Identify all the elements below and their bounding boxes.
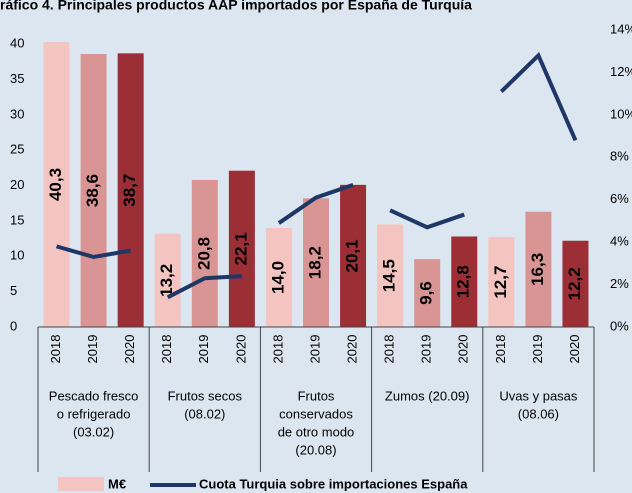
x-tick-label: 2019 bbox=[307, 335, 322, 364]
share-line bbox=[166, 274, 242, 300]
y-tick-label: 10 bbox=[10, 248, 24, 263]
legend-label: Cuota Turquia sobre importaciones España bbox=[199, 476, 468, 491]
bar bbox=[43, 42, 70, 328]
legend-label: M€ bbox=[108, 476, 126, 491]
group-label: Pescado fresco bbox=[49, 388, 139, 403]
x-tick-label: 2019 bbox=[85, 335, 100, 364]
value-label: 12,2 bbox=[565, 267, 584, 300]
bar bbox=[154, 233, 181, 327]
y-tick-label: 25 bbox=[10, 142, 24, 157]
group-label: Frutos bbox=[298, 388, 335, 403]
x-tick-label: 2019 bbox=[530, 335, 545, 364]
share-line bbox=[499, 52, 578, 142]
x-tick-label: 2020 bbox=[122, 335, 137, 364]
legend-swatch bbox=[58, 477, 104, 491]
group-label: de otro modo bbox=[278, 424, 355, 439]
value-label: 38,7 bbox=[120, 174, 139, 207]
group-label: (08.06) bbox=[518, 406, 559, 421]
x-tick-label: 2018 bbox=[270, 335, 285, 364]
y2-tick-label: 14% bbox=[610, 21, 632, 36]
x-tick-label: 2018 bbox=[159, 335, 174, 364]
value-label: 18,2 bbox=[305, 246, 324, 279]
bar bbox=[488, 237, 515, 327]
y-tick-label: 20 bbox=[10, 177, 24, 192]
y-tick-label: 0 bbox=[10, 318, 17, 333]
x-tick-label: 2020 bbox=[456, 335, 471, 364]
group-label: Zumos (20.09) bbox=[385, 388, 470, 403]
bar bbox=[525, 211, 552, 327]
value-label: 13,2 bbox=[157, 264, 176, 297]
value-label: 40,3 bbox=[46, 168, 65, 201]
group-label: (03.02) bbox=[73, 424, 114, 439]
value-label: 20,1 bbox=[343, 239, 362, 272]
y2-tick-label: 8% bbox=[610, 149, 629, 164]
value-label: 20,8 bbox=[194, 237, 213, 270]
group-label: o refrigerado bbox=[57, 406, 131, 421]
y2-tick-label: 0% bbox=[610, 318, 629, 333]
value-label: 16,3 bbox=[528, 253, 547, 286]
x-tick-label: 2018 bbox=[48, 335, 63, 364]
bar bbox=[377, 224, 404, 327]
group-label: conservados bbox=[279, 406, 353, 421]
share-line bbox=[277, 182, 354, 225]
group-label: Frutos secos bbox=[168, 388, 243, 403]
share-line bbox=[389, 208, 465, 230]
y2-tick-label: 12% bbox=[610, 64, 632, 79]
x-tick-label: 2019 bbox=[196, 335, 211, 364]
y-tick-label: 30 bbox=[10, 106, 24, 121]
value-label: 14,5 bbox=[380, 259, 399, 292]
bar bbox=[191, 179, 218, 327]
bar bbox=[562, 240, 589, 327]
value-label: 22,1 bbox=[231, 232, 250, 265]
y-tick-label: 40 bbox=[10, 36, 24, 51]
y-tick-label: 15 bbox=[10, 212, 24, 227]
x-tick-label: 2020 bbox=[567, 335, 582, 364]
chart-title: ráfico 4. Principales productos AAP impo… bbox=[0, 0, 472, 13]
value-label: 38,6 bbox=[83, 174, 102, 207]
bar bbox=[228, 170, 255, 327]
y2-tick-label: 2% bbox=[610, 276, 629, 291]
bar bbox=[340, 184, 367, 327]
y2-tick-label: 4% bbox=[610, 234, 629, 249]
bar bbox=[80, 54, 107, 328]
bar bbox=[414, 259, 441, 327]
bar bbox=[117, 53, 144, 327]
value-label: 9,6 bbox=[417, 281, 436, 305]
y2-tick-label: 10% bbox=[610, 106, 632, 121]
x-tick-label: 2020 bbox=[345, 335, 360, 364]
bar bbox=[303, 198, 329, 327]
value-label: 14,0 bbox=[268, 261, 287, 294]
group-label: (20.08) bbox=[295, 442, 336, 457]
x-tick-label: 2019 bbox=[419, 335, 434, 364]
bar bbox=[451, 236, 478, 327]
x-tick-label: 2018 bbox=[493, 335, 508, 364]
group-label: (08.02) bbox=[184, 406, 225, 421]
y2-tick-label: 6% bbox=[610, 191, 629, 206]
share-line bbox=[55, 244, 132, 260]
x-tick-label: 2020 bbox=[233, 335, 248, 364]
value-label: 12,7 bbox=[491, 266, 510, 299]
value-label: 12,8 bbox=[454, 265, 473, 298]
y-tick-label: 5 bbox=[10, 283, 17, 298]
group-label: Uvas y pasas bbox=[499, 388, 578, 403]
bar bbox=[265, 228, 292, 327]
y-tick-label: 35 bbox=[10, 71, 24, 86]
x-tick-label: 2018 bbox=[382, 335, 397, 364]
